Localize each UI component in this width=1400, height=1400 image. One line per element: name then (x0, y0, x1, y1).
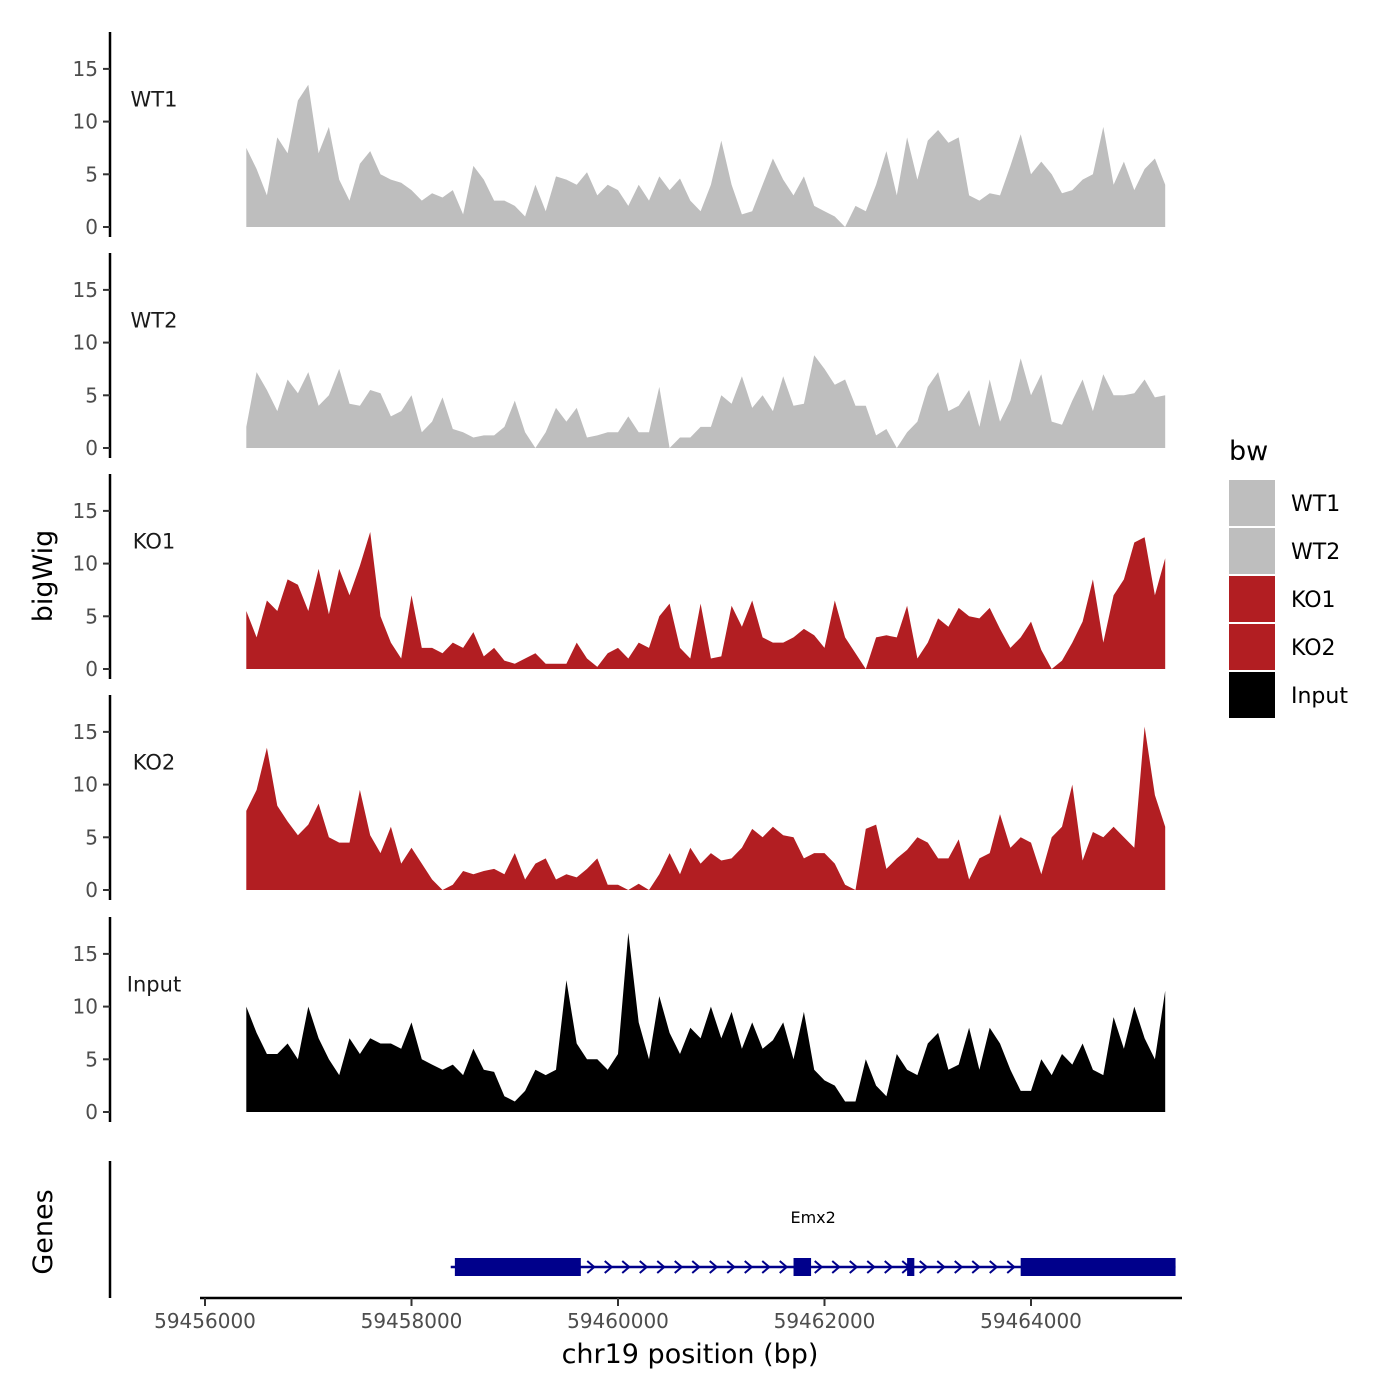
y-tick-label: 15 (73, 942, 98, 966)
area-wt2 (246, 355, 1166, 448)
y-tick-label: 5 (85, 383, 98, 407)
strand-arrow-icon (849, 1260, 859, 1274)
strand-arrow-icon (621, 1260, 631, 1274)
strand-arrow-icon (866, 1260, 876, 1274)
track-label: KO2 (133, 751, 176, 775)
y-tick-label: 5 (85, 162, 98, 186)
legend-label-ko2: KO2 (1291, 636, 1336, 661)
strand-arrow-icon (604, 1260, 614, 1274)
legend-label-ko1: KO1 (1291, 588, 1336, 613)
strand-arrow-icon (709, 1260, 719, 1274)
x-tick-label: 59462000 (774, 1309, 876, 1333)
legend-label-input: Input (1291, 684, 1348, 709)
y-tick-label: 10 (73, 773, 98, 797)
y-tick-label: 0 (85, 1100, 98, 1124)
x-tick-label: 59458000 (361, 1309, 463, 1333)
track-label: Input (127, 973, 181, 997)
legend-key-ko2 (1229, 624, 1275, 670)
strand-arrow-icon (971, 1260, 981, 1274)
tracks: 0 5 10 15 WT1 0 5 10 15 WT2 0 5 10 15 KO1 0 5 10 15 KO2 0 5 10… (73, 32, 1166, 1124)
legend-key-wt2 (1229, 528, 1275, 574)
track-wt2: 0 5 10 15 WT2 (73, 253, 1166, 460)
track-label: KO1 (133, 530, 176, 554)
legend-key-ko1 (1229, 576, 1275, 622)
y-tick-label: 10 (73, 110, 98, 134)
legend-label-wt1: WT1 (1291, 492, 1340, 517)
x-axis-title: chr19 position (bp) (562, 1339, 819, 1370)
y-tick-label: 10 (73, 995, 98, 1019)
gene-exon (907, 1258, 915, 1276)
gene-exon (1020, 1258, 1176, 1276)
y-tick-label: 15 (73, 720, 98, 744)
track-input: 0 5 10 15 Input (73, 917, 1166, 1124)
gene-exon (793, 1258, 812, 1276)
track-ko2: 0 5 10 15 KO2 (73, 695, 1166, 902)
y-tick-label: 10 (73, 331, 98, 355)
strand-arrow-icon (586, 1260, 596, 1274)
track-label: WT2 (131, 309, 178, 333)
gene-track: Emx2 (108, 1161, 1176, 1298)
strand-arrow-icon (674, 1260, 684, 1274)
legend-key-input (1229, 672, 1275, 718)
strand-arrow-icon (744, 1260, 754, 1274)
gene-label: Emx2 (790, 1208, 835, 1227)
x-tick-label: 59464000 (980, 1309, 1082, 1333)
strand-arrow-icon (1006, 1260, 1016, 1274)
legend-key-wt1 (1229, 480, 1275, 526)
area-wt1 (246, 84, 1166, 227)
strand-arrow-icon (691, 1260, 701, 1274)
track-label: WT1 (131, 88, 178, 112)
strand-arrow-icon (656, 1260, 666, 1274)
gene-exon (454, 1258, 581, 1276)
area-ko2 (246, 726, 1166, 890)
y-tick-label: 10 (73, 552, 98, 576)
strand-arrow-icon (639, 1260, 649, 1274)
y-tick-label: 5 (85, 825, 98, 849)
strand-arrow-icon (814, 1260, 824, 1274)
y-tick-label: 15 (73, 278, 98, 302)
legend: bw WT1 WT2 KO1 KO2 Input (1229, 436, 1348, 718)
y-axis-title: bigWig (28, 530, 59, 623)
x-axis: 59456000 59458000 59460000 59462000 59464000 (154, 1296, 1182, 1333)
strand-arrow-icon (761, 1260, 771, 1274)
legend-title: bw (1229, 436, 1268, 467)
y-tick-label: 0 (85, 878, 98, 902)
strand-arrow-icon (831, 1260, 841, 1274)
area-ko1 (246, 532, 1166, 669)
area-input (246, 932, 1166, 1112)
y-tick-label: 0 (85, 215, 98, 239)
y-tick-label: 0 (85, 657, 98, 681)
strand-arrow-icon (779, 1260, 789, 1274)
strand-arrow-icon (936, 1260, 946, 1274)
strand-arrow-icon (989, 1260, 999, 1274)
x-tick-label: 59456000 (154, 1309, 256, 1333)
genes-axis-title: Genes (28, 1189, 59, 1274)
strand-arrow-icon (726, 1260, 736, 1274)
y-tick-label: 5 (85, 604, 98, 628)
strand-arrow-icon (919, 1260, 929, 1274)
track-wt1: 0 5 10 15 WT1 (73, 32, 1166, 239)
legend-label-wt2: WT2 (1291, 540, 1340, 565)
y-tick-label: 15 (73, 57, 98, 81)
x-tick-label: 59460000 (567, 1309, 669, 1333)
strand-arrow-icon (954, 1260, 964, 1274)
strand-arrow-icon (884, 1260, 894, 1274)
track-ko1: 0 5 10 15 KO1 (73, 474, 1166, 681)
y-tick-label: 15 (73, 499, 98, 523)
y-tick-label: 5 (85, 1047, 98, 1071)
y-tick-label: 0 (85, 436, 98, 460)
